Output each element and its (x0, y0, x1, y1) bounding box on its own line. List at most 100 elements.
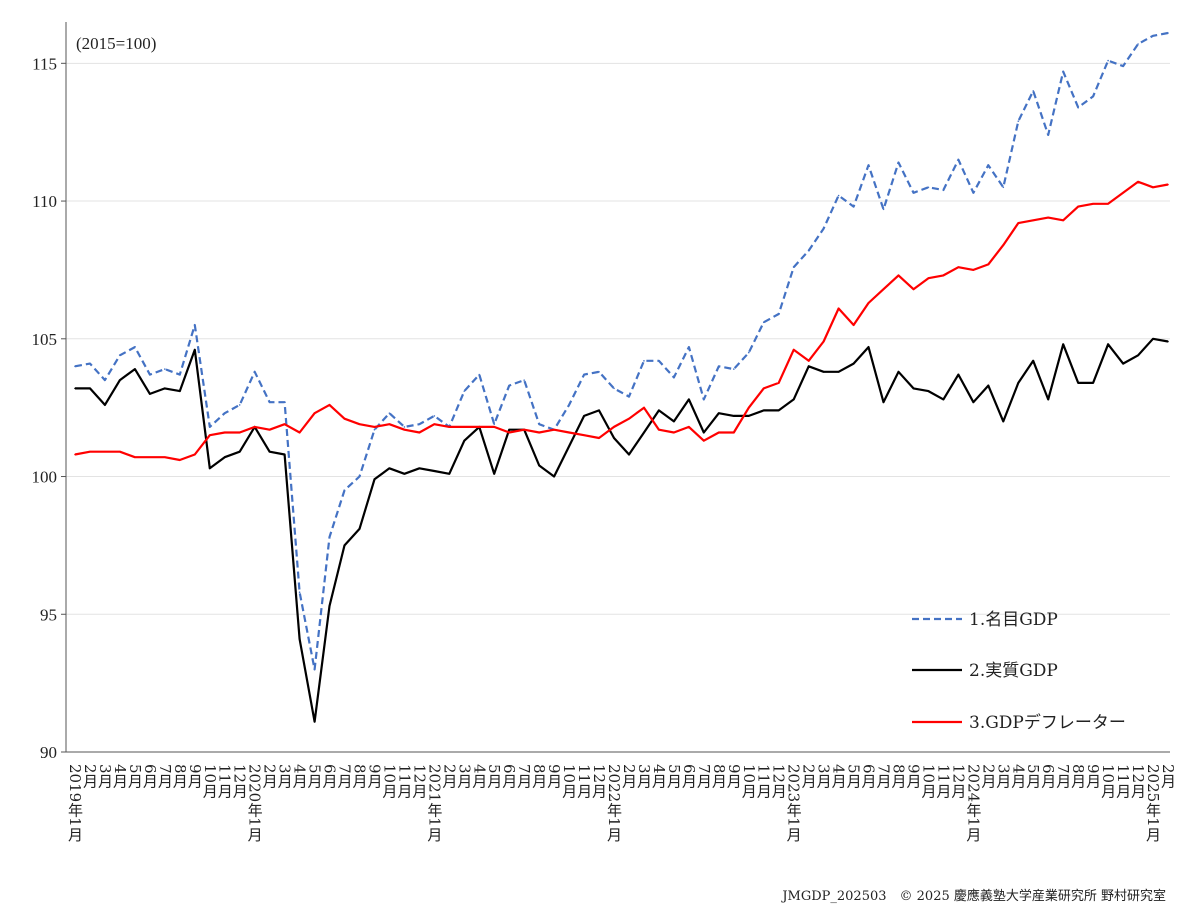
data-point-series-1 (89, 387, 91, 390)
x-tick-label: 5月 (1024, 764, 1042, 790)
data-point-series-2 (837, 307, 840, 310)
data-point-series-2 (238, 431, 241, 434)
data-point-series-2 (478, 426, 481, 428)
x-tick-label: 3月 (96, 764, 114, 790)
data-point-series-0 (732, 368, 735, 370)
data-point-series-0 (463, 390, 466, 392)
data-point-series-1 (1167, 340, 1169, 343)
x-tick-label: 12月 (770, 764, 788, 799)
data-point-series-1 (688, 398, 690, 401)
data-point-series-2 (253, 426, 256, 428)
data-point-series-0 (164, 368, 166, 370)
data-point-series-1 (119, 379, 121, 381)
data-point-series-2 (628, 417, 630, 420)
data-point-series-1 (1077, 382, 1079, 384)
x-tick-label: 4月 (111, 764, 129, 790)
data-point-series-1 (343, 544, 346, 547)
y-tick-labels: 90 95 100 105 110 115 (32, 54, 58, 762)
x-tick-label: 9月 (186, 764, 204, 790)
data-point-series-1 (74, 387, 76, 390)
data-point-series-0 (74, 365, 76, 368)
data-point-series-2 (134, 456, 136, 459)
data-point-series-1 (747, 415, 750, 417)
data-point-series-0 (598, 371, 600, 373)
data-point-series-0 (134, 346, 136, 348)
x-tick-label: 8月 (710, 764, 728, 790)
data-point-series-2 (268, 428, 271, 431)
x-tick-label: 8月 (1069, 764, 1087, 790)
data-point-series-2 (718, 431, 720, 434)
data-point-series-1 (1122, 362, 1124, 365)
data-point-series-0 (927, 186, 930, 189)
data-point-series-2 (508, 431, 511, 434)
data-point-series-0 (298, 591, 301, 594)
x-tick-label: 6月 (321, 764, 339, 790)
x-tick-label: 2月 (261, 764, 279, 790)
x-tick-label: 7月 (515, 764, 533, 790)
data-point-series-1 (1107, 343, 1109, 346)
data-point-series-0 (268, 401, 271, 403)
x-tick-label: 9月 (725, 764, 743, 790)
data-point-series-2 (1107, 203, 1109, 205)
data-point-series-2 (643, 406, 645, 409)
x-tick-label: 6月 (141, 764, 159, 790)
legend-label-gdp-deflator: 3.GDPデフレーター (969, 712, 1126, 733)
x-tick-label: 2月 (620, 764, 638, 790)
legend-item-gdp-deflator: 3.GDPデフレーター (912, 712, 1126, 733)
x-tick-label: 4月 (470, 764, 488, 790)
data-point-series-1 (553, 475, 555, 478)
data-point-series-2 (388, 423, 391, 425)
data-point-series-2 (89, 450, 91, 453)
x-tick-label: 2020年1月 (246, 764, 264, 843)
data-point-series-0 (987, 164, 990, 167)
data-point-series-1 (972, 401, 975, 403)
x-tick-label: 12月 (590, 764, 608, 799)
x-tick-label: 3月 (455, 764, 473, 790)
data-point-series-1 (538, 464, 540, 467)
x-tick-label: 4月 (291, 764, 309, 790)
data-point-series-0 (942, 189, 945, 191)
data-point-series-0 (478, 373, 481, 376)
data-point-series-1 (732, 415, 735, 417)
series-line-0 (74, 31, 1169, 671)
x-tick-label: 5月 (306, 764, 324, 790)
data-point-series-2 (1152, 186, 1154, 189)
data-point-series-0 (223, 412, 226, 414)
data-point-series-0 (807, 249, 810, 252)
legend: 1.名目GDP 2.実質GDP 3.GDPデフレーター (912, 610, 1126, 733)
x-tick-label: 11月 (755, 764, 773, 799)
x-tick-label: 12月 (1129, 764, 1147, 799)
x-tick-label: 4月 (830, 764, 848, 790)
data-point-series-1 (463, 439, 466, 442)
data-point-series-1 (1137, 354, 1139, 357)
data-point-series-1 (987, 384, 990, 387)
x-tick-label: 8月 (889, 764, 907, 790)
data-point-series-2 (897, 274, 900, 277)
x-tick-label: 10月 (1099, 764, 1117, 799)
data-point-series-1 (957, 373, 960, 376)
data-point-series-2 (179, 459, 181, 461)
data-point-series-0 (882, 208, 885, 211)
data-point-series-0 (703, 398, 705, 401)
data-point-series-2 (538, 431, 540, 434)
data-point-series-1 (613, 437, 615, 439)
data-point-series-2 (613, 426, 615, 428)
data-point-series-1 (134, 368, 136, 370)
data-point-series-1 (1062, 343, 1064, 346)
series-lines (74, 31, 1169, 723)
x-tick-label: 10月 (201, 764, 219, 799)
x-tick-label: 6月 (500, 764, 518, 790)
x-tick-label: 9月 (904, 764, 922, 790)
data-point-series-2 (568, 431, 570, 434)
x-tick-label: 8月 (350, 764, 368, 790)
data-point-series-2 (223, 431, 226, 434)
data-point-series-2 (942, 274, 945, 277)
x-tick-label: 2月 (800, 764, 818, 790)
data-point-series-2 (164, 456, 166, 459)
data-point-series-2 (313, 412, 316, 414)
data-point-series-0 (538, 423, 540, 425)
x-tick-label: 11月 (934, 764, 952, 799)
axes (61, 22, 1170, 753)
data-point-series-0 (867, 164, 870, 167)
legend-label-real-gdp: 2.実質GDP (969, 661, 1058, 681)
